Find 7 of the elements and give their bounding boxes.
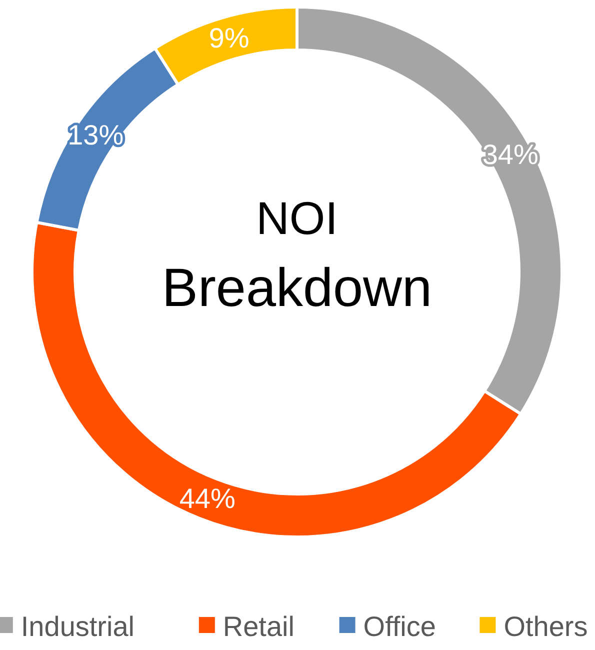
data-label: 9%	[208, 22, 250, 54]
legend-label: Industrial	[20, 611, 135, 642]
data-label: 44%	[179, 482, 236, 514]
legend-label: Office	[363, 611, 436, 642]
legend-label: Retail	[222, 611, 294, 642]
legend-label: Others	[504, 611, 588, 642]
text: NOI Breakdown	[162, 192, 432, 318]
